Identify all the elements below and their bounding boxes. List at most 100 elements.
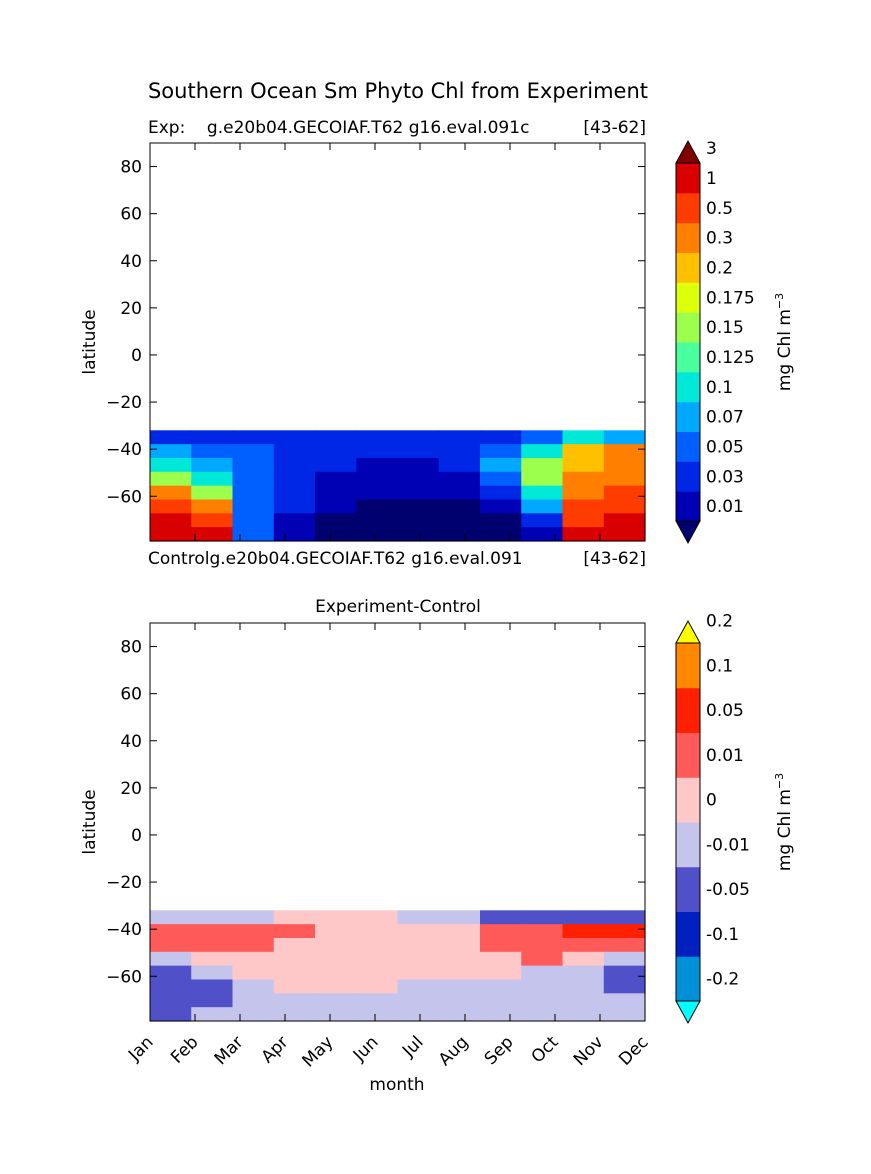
colorbar-label-exponent: −3	[773, 293, 786, 309]
x-tick-label: Mar	[211, 1032, 248, 1069]
heat-cell	[150, 513, 192, 528]
heat-cell	[356, 979, 399, 994]
heat-cell	[438, 1007, 481, 1022]
colorbar-tick-label: -0.05	[706, 880, 750, 900]
heat-cell	[397, 979, 440, 994]
heat-cell	[397, 910, 440, 925]
heat-cell	[438, 924, 481, 939]
colorbar-extend-low	[675, 520, 701, 545]
heat-cell	[438, 951, 481, 967]
heat-cell	[232, 444, 275, 459]
heat-cell	[521, 485, 564, 501]
exp-label: Exp: g.e20b04.GECOIAF.T62 g16.eval.091c	[148, 118, 529, 138]
heat-cell	[521, 1007, 564, 1022]
heat-cell	[521, 471, 564, 487]
x-tick-label: Aug	[435, 1032, 473, 1070]
heat-cell	[232, 1007, 275, 1022]
heat-cell	[397, 937, 440, 953]
heat-cell	[273, 499, 316, 514]
heat-cell	[397, 513, 440, 528]
heat-cell	[603, 910, 646, 925]
heat-cell	[273, 924, 316, 939]
heat-cell	[150, 979, 192, 994]
heat-cell	[150, 471, 192, 487]
heat-cell	[603, 965, 646, 981]
panel-1: 80 60 40 20 0 −20 −40 −60 latitude 0.01 0.03 0.05 0.…	[80, 139, 795, 545]
heat-cell	[521, 499, 564, 514]
heat-cell	[397, 457, 440, 473]
heat-cell	[438, 937, 481, 953]
heat-cell	[191, 1007, 234, 1022]
heat-cell	[397, 1007, 440, 1022]
heat-cell	[438, 499, 481, 514]
heat-cell	[356, 499, 399, 514]
heat-cell	[315, 993, 357, 1008]
heat-cell	[150, 924, 192, 939]
colorbar-tick-label: 3	[706, 139, 717, 159]
heat-cell	[480, 444, 522, 459]
colorbar-tick-label: 0.01	[706, 497, 744, 517]
heat-cell	[480, 513, 522, 528]
heat-cell	[562, 993, 605, 1008]
heat-cell	[315, 924, 357, 939]
heat-cell	[438, 457, 481, 473]
heat-cell	[521, 965, 564, 981]
heat-cell	[191, 965, 234, 981]
heat-cell	[273, 527, 316, 542]
heat-cell	[562, 951, 605, 967]
colorbar-tick-label: 0.1	[706, 656, 733, 676]
heat-cell	[273, 485, 316, 501]
heat-cell	[150, 444, 192, 459]
heat-cell	[356, 1007, 399, 1022]
y-tick-label: 40	[120, 252, 142, 272]
heat-cell	[356, 937, 399, 953]
x-tick-label: Jul	[398, 1032, 427, 1061]
colorbar-tick-label: -0.1	[706, 925, 739, 945]
colorbar-tick-label: 0.03	[706, 467, 744, 487]
heat-cell	[232, 485, 275, 501]
heat-cell	[480, 937, 522, 953]
heat-cell	[521, 430, 564, 445]
heat-cell	[562, 924, 605, 939]
heat-cell	[438, 979, 481, 994]
heat-cell	[562, 1007, 605, 1022]
colorbar-frame	[675, 162, 701, 522]
heat-cell	[232, 965, 275, 981]
heat-cell	[603, 513, 646, 528]
heat-cell	[480, 924, 522, 939]
x-tick-label: Nov	[570, 1032, 608, 1070]
colorbar-tick-label: 0	[706, 791, 717, 811]
heat-cell	[480, 527, 522, 542]
control-years-label: [43-62]	[583, 549, 646, 569]
heat-cell	[232, 471, 275, 487]
heat-cell	[562, 513, 605, 528]
heat-cell	[603, 951, 646, 967]
y-tick-label: 0	[131, 826, 142, 846]
y-tick-label: −20	[106, 873, 142, 893]
heat-cell	[273, 993, 316, 1008]
heat-cell	[480, 951, 522, 967]
colorbar-tick-label: 0.1	[706, 378, 733, 398]
heat-cell	[191, 471, 234, 487]
colorbar-swatch	[676, 222, 700, 253]
y-tick-label: 20	[120, 779, 142, 799]
heat-cell	[232, 527, 275, 542]
colorbar-swatch	[676, 312, 700, 343]
heat-cell	[191, 499, 234, 514]
heat-cell	[232, 951, 275, 967]
diff-title: Experiment-Control	[315, 597, 481, 617]
colorbar-swatch	[676, 732, 700, 778]
heat-cell	[273, 471, 316, 487]
heat-cell	[603, 457, 646, 473]
colorbar-swatch	[676, 371, 700, 403]
colorbar-swatch	[676, 822, 700, 868]
heat-cell	[150, 965, 192, 981]
heat-cell	[521, 993, 564, 1008]
heat-cell	[562, 444, 605, 459]
heat-cell	[315, 457, 357, 473]
heat-cell	[191, 513, 234, 528]
heat-cell	[150, 951, 192, 967]
heat-cell	[232, 910, 275, 925]
heat-cell	[273, 1007, 316, 1022]
